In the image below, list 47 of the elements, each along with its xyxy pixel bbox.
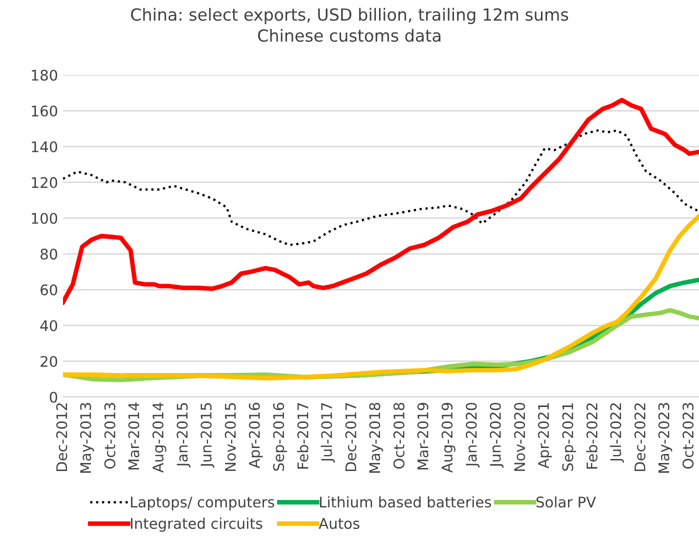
x-tick-label: May-2013 — [80, 403, 94, 473]
x-tick-label: Jan-2015 — [176, 403, 190, 468]
x-tick-label: Jun-2015 — [200, 403, 214, 468]
x-tick-label: Feb-2017 — [297, 403, 308, 469]
x-tick-label: Jan-2020 — [466, 402, 480, 468]
chart-subtitle: Chinese customs data — [258, 28, 440, 42]
legend-label: Autos — [318, 518, 360, 529]
x-tick-label: Dec-2017 — [345, 403, 356, 472]
y-tick-label: 160 — [32, 105, 58, 117]
y-tick-label: 100 — [32, 212, 58, 224]
line-series — [63, 129, 699, 246]
y-tick-label: 20 — [40, 356, 58, 367]
x-tick-label: May-2018 — [369, 402, 384, 473]
x-tick-label: Mar-2019 — [417, 402, 428, 470]
chart-title: China: select exports, USD billion, trailing 12m sums — [131, 8, 568, 24]
x-tick-label: Nov-2020 — [514, 402, 526, 471]
legend-label: Solar PV — [536, 496, 596, 508]
x-tick-label: Aug-2019 — [442, 402, 456, 473]
x-tick-label: Apr-2016 — [248, 402, 263, 468]
x-tick-label: Nov-2015 — [224, 403, 236, 471]
x-tick-label: Oct-2018 — [393, 402, 404, 469]
y-tick-label: 120 — [32, 177, 58, 188]
y-tick-label: 180 — [32, 70, 58, 81]
x-tick-label: Jul-2017 — [320, 403, 335, 463]
x-tick-label: May-2023 — [658, 403, 672, 473]
x-tick-label: Oct-2013 — [104, 403, 116, 469]
x-tick-label: Feb-2022 — [586, 403, 598, 469]
y-tick-label: 0 — [50, 392, 58, 403]
x-tick-label: Jul-2022 — [610, 403, 624, 463]
y-tick-label: 80 — [40, 248, 58, 260]
legend-label: Lithium based batteries — [320, 496, 492, 508]
y-tick-label: 140 — [32, 141, 58, 152]
x-tick-label: Aug-2014 — [152, 402, 166, 473]
x-tick-label: Mar-2014 — [128, 402, 140, 470]
x-tick-label: Dec-2022 — [634, 403, 646, 472]
line-series — [63, 98, 699, 304]
legend-label: Integrated circuits — [131, 518, 262, 532]
x-tick-label: Sep-2016 — [273, 402, 287, 471]
x-tick-label: Dec-2012 — [56, 403, 68, 472]
legend-label: Laptops/ computers — [131, 496, 274, 510]
y-tick-label: 40 — [40, 320, 58, 332]
x-tick-label: Apr-2021 — [538, 403, 552, 468]
y-tick-label: 60 — [40, 284, 58, 296]
x-tick-label: Oct-2023 — [682, 403, 694, 469]
line-series — [63, 214, 699, 380]
x-tick-label: Sep-2021 — [562, 403, 576, 471]
x-tick-label: Jun-2020 — [490, 402, 504, 468]
